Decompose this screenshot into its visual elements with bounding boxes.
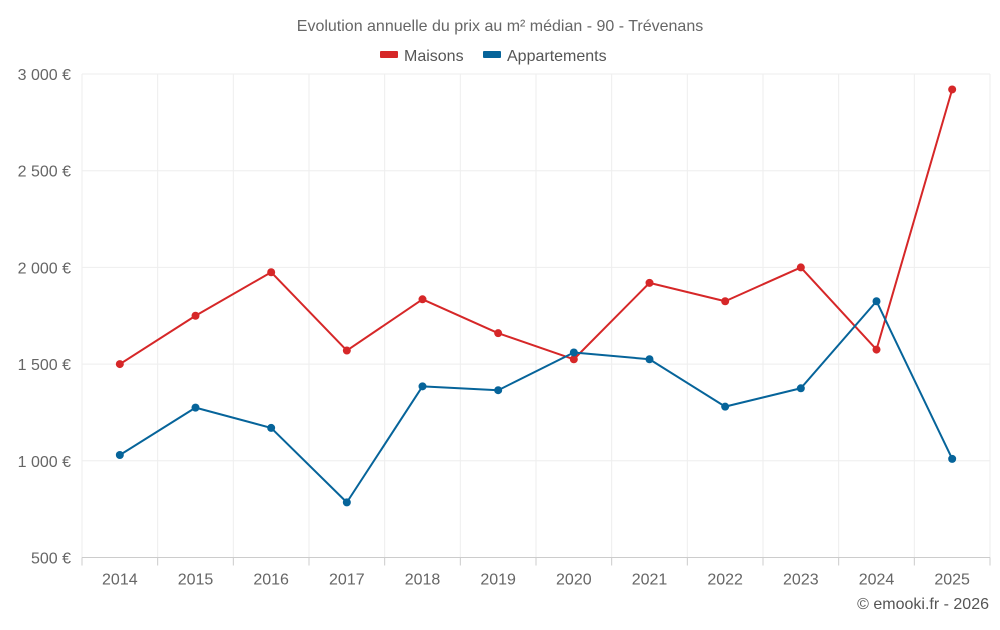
legend-item-maisons[interactable]: Maisons [380, 48, 464, 65]
x-tick-label: 2016 [253, 572, 289, 589]
data-point-maisons[interactable] [342, 346, 351, 355]
x-tick-label: 2023 [783, 572, 819, 589]
data-point-appartements[interactable] [872, 297, 881, 306]
series-line-appartements [119, 300, 954, 504]
x-gridlines [81, 74, 991, 558]
x-tick-label: 2021 [632, 572, 668, 589]
y-tick-label: 500 € [31, 551, 71, 568]
x-tick-label: 2019 [480, 572, 516, 589]
data-point-appartements[interactable] [494, 386, 503, 395]
series-lines [119, 89, 954, 504]
x-tick-label: 2022 [707, 572, 743, 589]
data-point-maisons[interactable] [872, 345, 881, 354]
x-tick-label: 2020 [556, 572, 592, 589]
data-point-maisons[interactable] [418, 295, 427, 304]
legend-item-appartements[interactable]: Appartements [483, 48, 607, 65]
data-point-appartements[interactable] [342, 498, 351, 507]
data-point-appartements[interactable] [645, 355, 654, 364]
x-axis-ticks [81, 557, 991, 566]
data-point-maisons[interactable] [569, 355, 578, 364]
y-tick-label: 1 500 € [18, 357, 71, 374]
data-point-appartements[interactable] [418, 382, 427, 391]
data-point-maisons[interactable] [494, 329, 503, 338]
data-point-appartements[interactable] [948, 454, 957, 463]
data-point-appartements[interactable] [115, 450, 124, 459]
data-point-appartements[interactable] [267, 423, 276, 432]
data-point-maisons[interactable] [115, 360, 124, 369]
chart-title: Evolution annuelle du prix au m² médian … [297, 18, 703, 35]
legend-label-maisons: Maisons [404, 48, 464, 65]
series-points [115, 85, 957, 507]
data-point-maisons[interactable] [948, 85, 957, 94]
y-tick-label: 2 000 € [18, 260, 71, 277]
y-tick-label: 2 500 € [18, 164, 71, 181]
data-point-maisons[interactable] [796, 263, 805, 272]
credit-text: © emooki.fr - 2026 [857, 596, 989, 613]
x-tick-label: 2014 [102, 572, 138, 589]
data-point-appartements[interactable] [191, 403, 200, 412]
legend-label-appartements: Appartements [507, 48, 607, 65]
data-point-maisons[interactable] [721, 297, 730, 306]
x-axis-labels: 2014 2015 2016 2017 2018 2019 2020 2021 2022 2023… [102, 572, 970, 589]
data-point-maisons[interactable] [645, 278, 654, 287]
data-point-maisons[interactable] [267, 268, 276, 277]
data-point-appartements[interactable] [721, 402, 730, 411]
x-tick-label: 2024 [859, 572, 895, 589]
legend-swatch-maisons [380, 51, 398, 58]
x-tick-label: 2015 [178, 572, 214, 589]
legend-swatch-appartements [483, 51, 501, 58]
y-axis-labels: 500 € 1 000 € 1 500 € 2 000 € 2 500 € 3 000 € [18, 67, 71, 568]
series-line-maisons [119, 89, 954, 365]
y-tick-label: 1 000 € [18, 454, 71, 471]
data-point-appartements[interactable] [796, 384, 805, 393]
x-tick-label: 2025 [934, 572, 970, 589]
legend: Maisons Appartements [380, 48, 607, 65]
data-point-maisons[interactable] [191, 311, 200, 320]
y-tick-label: 3 000 € [18, 67, 71, 84]
x-tick-label: 2018 [405, 572, 441, 589]
x-tick-label: 2017 [329, 572, 365, 589]
data-point-appartements[interactable] [569, 348, 578, 357]
